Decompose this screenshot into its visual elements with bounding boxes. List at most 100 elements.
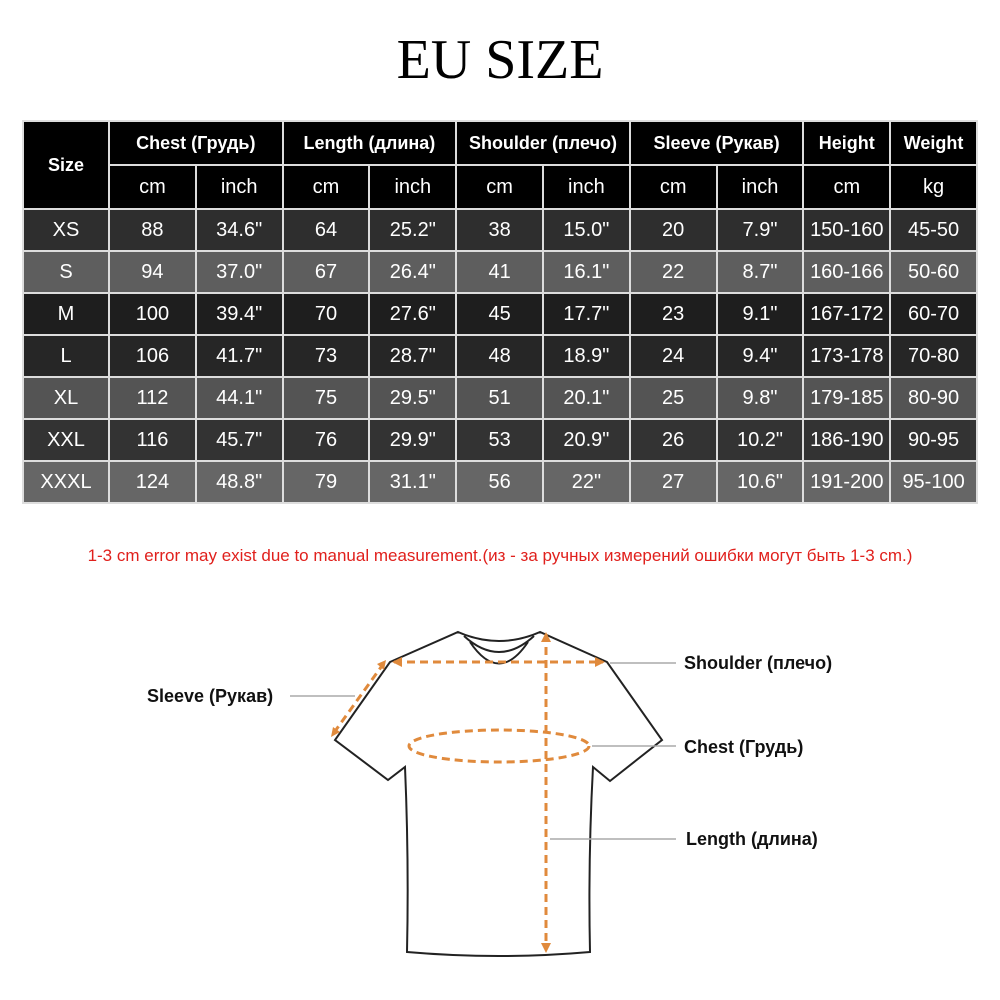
measurement-note: 1-3 cm error may exist due to manual mea… xyxy=(0,546,1000,566)
table-cell: 44.1" xyxy=(194,376,284,420)
table-cell: S xyxy=(22,250,110,294)
table-cell: 29.5" xyxy=(368,376,458,420)
table-cell: 22 xyxy=(628,250,718,294)
table-cell: 41 xyxy=(455,250,544,294)
table-cell: 124 xyxy=(108,460,197,504)
table-cell: XS xyxy=(22,208,110,252)
header-group: Height xyxy=(802,120,892,166)
table-cell: 31.1" xyxy=(368,460,458,504)
table-cell: 75 xyxy=(281,376,371,420)
table-cell: 38 xyxy=(455,208,544,252)
table-cell: 48 xyxy=(455,334,544,378)
table-cell: 8.7" xyxy=(715,250,805,294)
table-cell: 23 xyxy=(628,292,718,336)
header-group: Shoulder (плечо) xyxy=(455,120,631,166)
table-cell: 60-70 xyxy=(889,292,978,336)
table-cell: 20.1" xyxy=(541,376,631,420)
header-unit: cm xyxy=(455,164,544,210)
table-cell: 10.2" xyxy=(715,418,805,462)
measure-lines xyxy=(331,634,603,950)
table-cell: 90-95 xyxy=(889,418,978,462)
table-row: M 100 39.4" 70 27.6" 45 17.7" 23 9.1" 167-172 60-7… xyxy=(22,292,978,336)
table-cell: 80-90 xyxy=(889,376,978,420)
table-cell: 39.4" xyxy=(194,292,284,336)
table-cell: 88 xyxy=(108,208,197,252)
table-cell: 150-160 xyxy=(802,208,892,252)
table-cell: L xyxy=(22,334,110,378)
label-shoulder: Shoulder (плечо) xyxy=(684,653,833,673)
table-cell: 24 xyxy=(628,334,718,378)
table-cell: 95-100 xyxy=(889,460,978,504)
table-cell: 26 xyxy=(628,418,718,462)
table-cell: 9.1" xyxy=(715,292,805,336)
table-cell: 29.9" xyxy=(368,418,458,462)
header-unit: cm xyxy=(802,164,892,210)
table-cell: 67 xyxy=(281,250,371,294)
table-row: XXL 116 45.7" 76 29.9" 53 20.9" 26 10.2" 186-190 9… xyxy=(22,418,978,462)
table-cell: 106 xyxy=(108,334,197,378)
header-row: Size Chest (Грудь) Length (длина) Shoulder … xyxy=(22,120,978,210)
table-cell: 27.6" xyxy=(368,292,458,336)
header-size: Size xyxy=(22,120,110,210)
label-length: Length (длина) xyxy=(686,829,818,849)
table-cell: M xyxy=(22,292,110,336)
table-cell: 37.0" xyxy=(194,250,284,294)
header-unit: inch xyxy=(368,164,458,210)
header-unit: kg xyxy=(889,164,978,210)
table-cell: 51 xyxy=(455,376,544,420)
header-group: Weight xyxy=(889,120,978,166)
table-cell: 9.8" xyxy=(715,376,805,420)
label-sleeve: Sleeve (Рукав) xyxy=(147,686,274,706)
size-chart-table: Size Chest (Грудь) Length (длина) Shoulder … xyxy=(22,120,978,504)
tshirt-outline xyxy=(333,630,664,957)
table-cell: 94 xyxy=(108,250,197,294)
table-cell: 116 xyxy=(108,418,197,462)
table-cell: 179-185 xyxy=(802,376,892,420)
table-cell: 34.6" xyxy=(194,208,284,252)
table-cell: 191-200 xyxy=(802,460,892,504)
table-cell: 173-178 xyxy=(802,334,892,378)
table-cell: 41.7" xyxy=(194,334,284,378)
note-en: 1-3 cm error may exist due to manual mea… xyxy=(87,546,483,565)
table-cell: 7.9" xyxy=(715,208,805,252)
units-row: cm inch cm inch cm inch cm inch cm kg xyxy=(23,164,978,210)
table-cell: 70 xyxy=(281,292,371,336)
table-cell: 27 xyxy=(628,460,718,504)
header-group: Sleeve (Рукав) xyxy=(628,120,805,166)
table-cell: XL xyxy=(22,376,110,420)
table-cell: 167-172 xyxy=(802,292,892,336)
note-ru: (из - за ручных измерений ошибки могут б… xyxy=(482,546,913,565)
header-unit: cm xyxy=(281,164,371,210)
table-cell: 100 xyxy=(108,292,197,336)
table-cell: 73 xyxy=(281,334,371,378)
header-unit: inch xyxy=(194,164,284,210)
table-cell: 10.6" xyxy=(715,460,805,504)
table-cell: 28.7" xyxy=(368,334,458,378)
table-cell: 18.9" xyxy=(541,334,631,378)
table-cell: 9.4" xyxy=(715,334,805,378)
page-title: EU SIZE xyxy=(396,29,604,91)
table-row: XXXL 124 48.8" 79 31.1" 56 22" 27 10.6" 191-200 95… xyxy=(22,460,978,504)
table-row: L 106 41.7" 73 28.7" 48 18.9" 24 9.4" 173-178 70-8… xyxy=(22,334,978,378)
table-cell: 112 xyxy=(108,376,197,420)
table-cell: 16.1" xyxy=(541,250,631,294)
table-cell: XXXL xyxy=(22,460,110,504)
table-cell: 186-190 xyxy=(802,418,892,462)
table-row: XS 88 34.6" 64 25.2" 38 15.0" 20 7.9" 150-160 45-5… xyxy=(22,208,978,252)
table-cell: 160-166 xyxy=(802,250,892,294)
table-row: XL 112 44.1" 75 29.5" 51 20.1" 25 9.8" 179-185 80-… xyxy=(22,376,978,420)
table-cell: 45.7" xyxy=(194,418,284,462)
header-unit: cm xyxy=(108,164,197,210)
header-unit: inch xyxy=(541,164,631,210)
table-cell: 26.4" xyxy=(368,250,458,294)
header-group: Length (длина) xyxy=(281,120,458,166)
table-cell: XXL xyxy=(22,418,110,462)
table-cell: 17.7" xyxy=(541,292,631,336)
table-cell: 45-50 xyxy=(889,208,978,252)
table-cell: 48.8" xyxy=(194,460,284,504)
table-cell: 70-80 xyxy=(889,334,978,378)
label-chest: Chest (Грудь) xyxy=(684,737,804,757)
table-cell: 15.0" xyxy=(541,208,631,252)
table-cell: 25 xyxy=(628,376,718,420)
